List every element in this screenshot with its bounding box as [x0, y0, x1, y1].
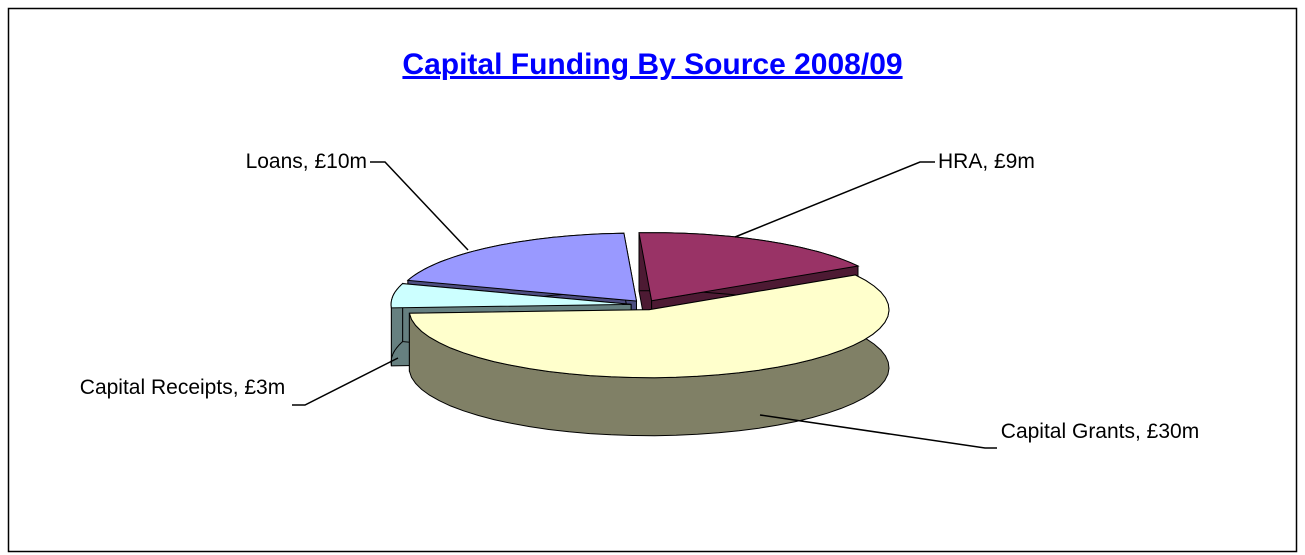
chart-title: Capital Funding By Source 2008/09: [402, 48, 903, 81]
slice: [390, 283, 632, 309]
data-label: Capital Receipts, £3m: [79, 376, 286, 399]
slice: [638, 232, 860, 302]
pie: [390, 232, 890, 437]
leader-line: [759, 414, 997, 449]
slice: [408, 274, 890, 379]
leader-line: [734, 161, 935, 238]
data-label: Capital Grants, £30m: [1000, 420, 1200, 443]
leader-lines: [292, 161, 997, 449]
leader-line: [370, 161, 469, 251]
leader-line: [292, 357, 399, 406]
data-label: HRA, £9m: [938, 150, 1035, 173]
data-label: Loans, £10m: [245, 150, 367, 173]
slice: [406, 232, 638, 302]
